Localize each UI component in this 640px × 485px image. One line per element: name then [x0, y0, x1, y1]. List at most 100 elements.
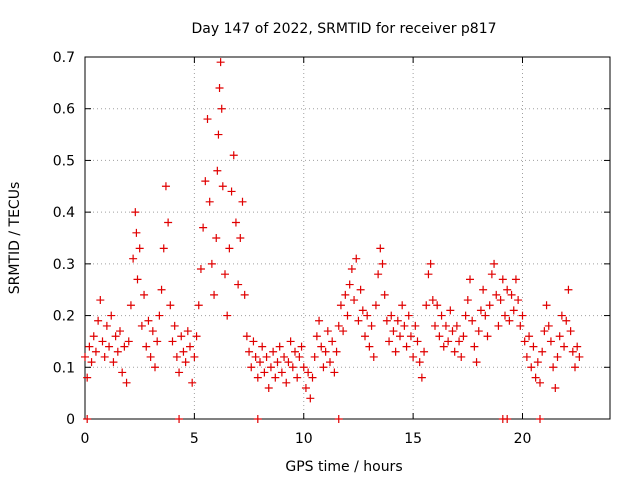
- data-point: [280, 352, 289, 361]
- data-point: [474, 327, 483, 336]
- data-point: [571, 363, 579, 372]
- data-point: [231, 218, 240, 227]
- data-point: [236, 234, 245, 242]
- data-point: [304, 368, 313, 377]
- data-point: [183, 327, 192, 336]
- data-point: [221, 270, 229, 279]
- data-point: [192, 332, 201, 341]
- data-point: [345, 280, 354, 289]
- data-point: [258, 342, 267, 351]
- data-point: [146, 352, 155, 361]
- data-point: [122, 378, 131, 387]
- data-point: [406, 332, 415, 341]
- data-point: [498, 275, 507, 284]
- data-point: [481, 311, 490, 320]
- data-point: [118, 368, 127, 377]
- data-point: [503, 415, 512, 423]
- data-point: [306, 394, 315, 403]
- data-point: [413, 337, 422, 346]
- data-point: [533, 358, 542, 367]
- data-point: [444, 337, 453, 346]
- data-point: [253, 373, 262, 382]
- data-point: [291, 347, 299, 356]
- data-point: [367, 321, 376, 330]
- data-point: [161, 182, 170, 191]
- data-point: [168, 337, 177, 346]
- data-point: [227, 187, 236, 196]
- data-point: [293, 373, 302, 382]
- data-point: [247, 363, 256, 372]
- data-point: [363, 311, 372, 320]
- data-point: [87, 358, 96, 367]
- data-point: [238, 197, 247, 206]
- data-point: [155, 311, 164, 320]
- data-point: [463, 296, 472, 305]
- data-point: [129, 254, 138, 263]
- data-point: [422, 301, 431, 310]
- data-point: [391, 347, 400, 356]
- data-point: [109, 358, 118, 367]
- x-tick-label: 0: [81, 431, 90, 447]
- data-point: [336, 301, 345, 310]
- data-point: [538, 347, 547, 356]
- data-point: [540, 327, 549, 336]
- data-point: [229, 151, 238, 160]
- data-point: [330, 368, 339, 377]
- data-point: [501, 311, 509, 320]
- data-point: [347, 265, 356, 274]
- data-point: [271, 373, 280, 382]
- data-point: [100, 352, 109, 361]
- data-point: [396, 332, 404, 341]
- data-point: [132, 228, 141, 237]
- data-point: [354, 316, 363, 325]
- data-point: [402, 342, 411, 351]
- data-point: [371, 301, 380, 310]
- data-point: [203, 115, 212, 124]
- y-tick-label: 0.2: [53, 309, 75, 325]
- data-point: [312, 332, 321, 341]
- data-point: [308, 373, 317, 382]
- data-point: [144, 316, 153, 325]
- data-point: [461, 311, 470, 320]
- data-point: [111, 332, 120, 341]
- data-point: [448, 327, 457, 336]
- y-tick-label: 0.4: [53, 205, 75, 221]
- data-point: [393, 316, 402, 325]
- data-point: [457, 352, 466, 361]
- data-point: [420, 347, 429, 356]
- data-point: [531, 373, 540, 382]
- data-point: [352, 254, 361, 263]
- data-point: [551, 383, 560, 392]
- data-point: [148, 327, 157, 336]
- data-point: [404, 311, 413, 320]
- data-point: [223, 311, 232, 320]
- data-point: [85, 342, 94, 351]
- data-point: [94, 316, 103, 325]
- data-point: [520, 337, 529, 346]
- data-point: [205, 197, 214, 206]
- data-point: [555, 332, 564, 341]
- data-point: [417, 373, 426, 382]
- data-point: [124, 337, 133, 346]
- data-point: [288, 363, 297, 372]
- data-point: [194, 301, 203, 310]
- data-point: [218, 182, 227, 191]
- data-point: [266, 363, 275, 372]
- data-point: [286, 337, 295, 346]
- data-point: [476, 306, 485, 315]
- data-point: [153, 337, 162, 346]
- data-point: [105, 342, 114, 351]
- data-point: [415, 358, 424, 367]
- data-point: [131, 208, 140, 217]
- data-point: [256, 358, 264, 367]
- data-point: [297, 342, 306, 351]
- x-tick-label: 10: [295, 431, 313, 447]
- plot-frame: [84, 56, 611, 420]
- data-point: [157, 285, 166, 294]
- data-point: [568, 347, 577, 356]
- data-point: [181, 358, 190, 367]
- data-point: [361, 332, 369, 341]
- data-point: [321, 347, 330, 356]
- data-point: [242, 332, 251, 341]
- data-point: [269, 347, 278, 356]
